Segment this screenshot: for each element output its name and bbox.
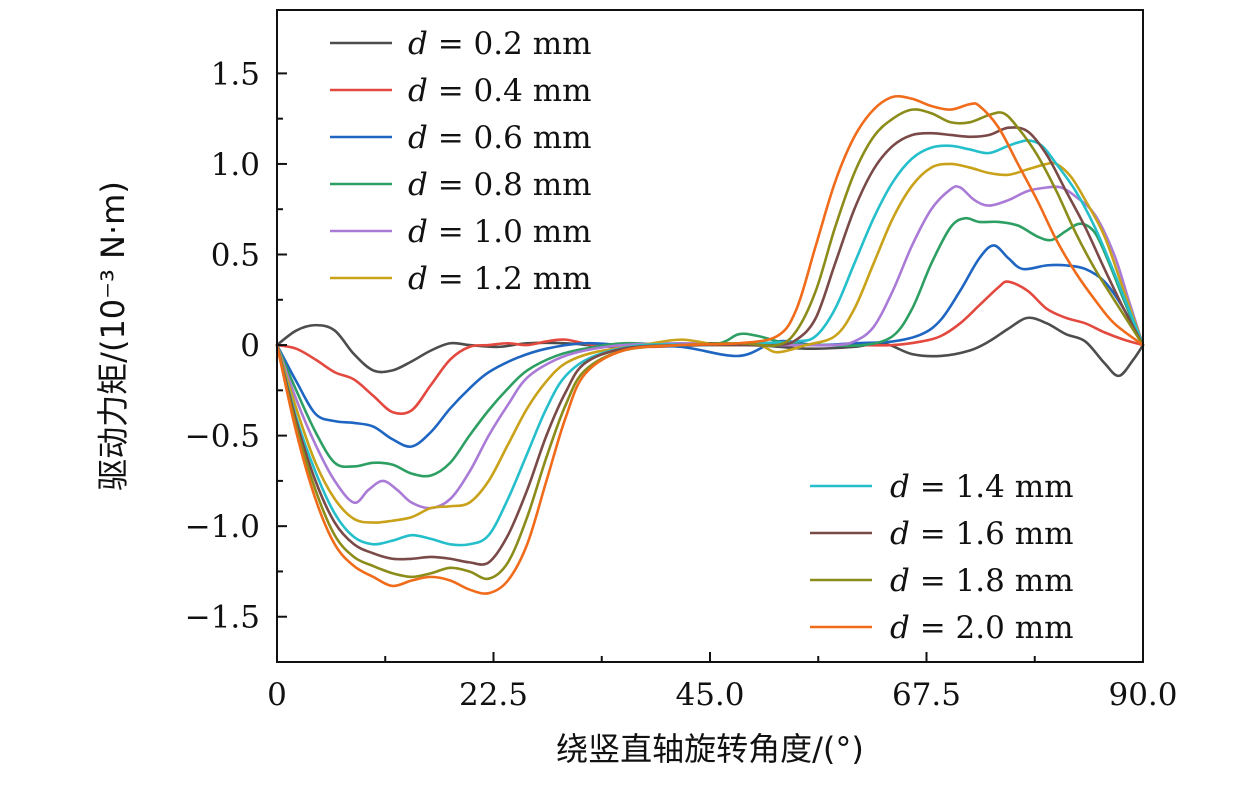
legend-label: d = 1.0 mm	[408, 214, 592, 250]
series-line-2-0-mm	[275, 94, 1145, 595]
x-tick-label: 45.0	[675, 677, 744, 713]
x-axis-title: 绕竖直轴旋转角度/(°)	[556, 730, 864, 768]
legend-label: d = 0.6 mm	[408, 120, 592, 156]
series-layer	[275, 94, 1145, 595]
y-tick-label: −1.5	[185, 600, 260, 636]
y-tick-label: 1.0	[211, 147, 260, 183]
legend-label: d = 1.4 mm	[890, 469, 1074, 505]
legend-label: d = 1.6 mm	[890, 516, 1074, 552]
legend-bottom-right: d = 1.4 mm d = 1.6 mm d = 1.8 mm d = 2.0 mm	[810, 469, 1074, 646]
legend-label: d = 1.8 mm	[890, 563, 1074, 599]
series-line-0-8-mm	[275, 216, 1145, 478]
y-tick-label: 0	[240, 328, 260, 364]
x-tick-label: 22.5	[459, 677, 528, 713]
legend-label: d = 0.2 mm	[408, 26, 592, 62]
y-axis-title: 驱动力矩/(10⁻³ N·m)	[94, 181, 132, 491]
legend-label: d = 1.2 mm	[408, 261, 592, 297]
y-tick-label: −0.5	[185, 419, 260, 455]
x-tick-label: 90.0	[1108, 677, 1177, 713]
y-tick-label: −1.0	[185, 509, 260, 545]
legend-label: d = 0.4 mm	[408, 73, 592, 109]
x-tick-label: 67.5	[892, 677, 961, 713]
series-line-1-8-mm	[275, 108, 1145, 581]
series-line-1-4-mm	[275, 139, 1145, 547]
x-tick-label: 0	[267, 677, 287, 713]
y-tick-label: 1.5	[211, 56, 260, 92]
legend-label: d = 0.8 mm	[408, 167, 592, 203]
series-line-0-6-mm	[275, 244, 1145, 448]
legend-label: d = 2.0 mm	[890, 610, 1074, 646]
tick-layer: 0 22.5 45.0 67.5 90.0 −1.5 −1.0 −0.5 0 0.5 1.0 1.5	[185, 56, 1178, 713]
y-tick-label: 0.5	[211, 238, 260, 274]
legend-top-left: d = 0.2 mm d = 0.4 mm d = 0.6 mm d = 0.8 mm…	[330, 26, 592, 297]
